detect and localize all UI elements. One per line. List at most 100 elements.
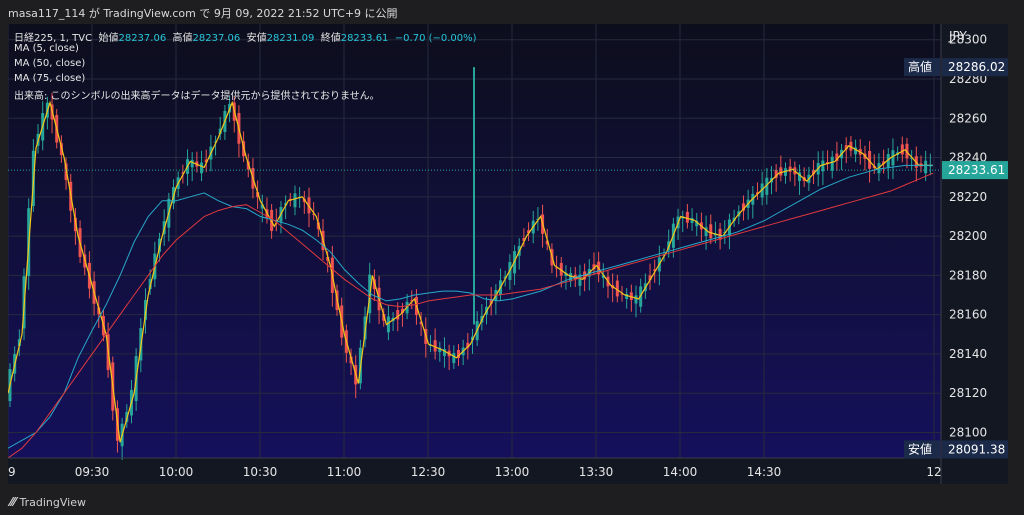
x-tick-label: 14:00: [663, 465, 698, 479]
y-tick-label: 28260: [949, 111, 987, 125]
candle-body: [620, 293, 624, 295]
candle-body: [489, 298, 493, 304]
legend-close-value: 28233.61: [340, 33, 389, 44]
chart-frame[interactable]: 28100 28120 28140 28160 28180 28200 28220 28240…: [8, 24, 1008, 484]
y-tick-label: 28160: [949, 308, 987, 322]
candle-body: [718, 228, 722, 240]
candle-body: [17, 339, 21, 347]
legend-ohlc: 日経225, 1, TVC 始値28237.06 高値28237.06 安値28…: [14, 29, 477, 44]
price-label-tag-box: [904, 58, 940, 77]
candle-body: [868, 150, 872, 169]
candle-body: [410, 300, 414, 302]
price-chart[interactable]: 28100 28120 28140 28160 28180 28200 28220 28240…: [8, 24, 1008, 484]
candle-body: [181, 172, 185, 174]
legend-ma50[interactable]: MA (50, close): [14, 58, 86, 69]
legend-high-value: 28237.06: [192, 33, 241, 44]
legend-high-label: 高値: [172, 33, 193, 44]
candle-body: [653, 269, 657, 272]
candle-body: [438, 347, 442, 352]
candle-body: [891, 150, 895, 166]
candle-body: [569, 273, 573, 282]
candle-body: [326, 257, 330, 261]
x-tick-label: 9: [8, 465, 16, 479]
candle-body: [527, 230, 531, 234]
price-axis[interactable]: 28100 28120 28140 28160 28180 28200 28220 28240…: [949, 33, 987, 440]
candle-body: [545, 240, 549, 245]
candle-body: [625, 293, 629, 299]
candle-body: [685, 211, 689, 223]
candle-body: [204, 159, 208, 163]
candle-body: [821, 160, 825, 172]
candle-body: [97, 307, 101, 315]
candle-body: [559, 262, 563, 276]
legend-ma5[interactable]: MA (5, close): [14, 43, 79, 54]
publish-info: masa117_114 が TradingView.com で 9月 09, 2…: [8, 7, 398, 20]
time-axis-background: [8, 458, 941, 484]
extreme-price-label: 28091.38 安値: [904, 440, 1008, 459]
series-line-ma75: [8, 172, 934, 459]
y-tick-label: 28240: [949, 151, 987, 165]
y-tick-label: 28120: [949, 386, 987, 400]
legend-ma75[interactable]: MA (75, close): [14, 73, 86, 84]
candle-body: [760, 183, 764, 198]
candle-body: [592, 264, 596, 270]
time-axis[interactable]: 9 09:30 10:00 10:30 11:00 12:30 13:00 13:30 14:0…: [8, 465, 942, 479]
legend-volume-note: 出来高: このシンボルの出来高データはデータ提供元から提供されておりません。: [14, 91, 380, 102]
candle-body: [396, 310, 400, 320]
candle-body: [349, 356, 353, 364]
x-tick-label: 10:00: [159, 465, 194, 479]
candle-body: [200, 162, 204, 174]
candle-body: [583, 271, 587, 280]
candle-body: [765, 177, 769, 195]
footer: ⁄⁄⁄ TradingView: [0, 488, 1024, 515]
candle-body: [924, 160, 928, 174]
candle-body: [386, 316, 390, 333]
candle-body: [634, 295, 638, 304]
candle-body: [844, 145, 848, 150]
candle-body: [148, 279, 152, 290]
x-tick-label: 12: [926, 465, 941, 479]
price-labels: 28286.02 高値 28233.61 28091.38 安値: [8, 58, 1008, 459]
candle-body: [615, 280, 619, 297]
currency-label: JPY: [948, 29, 968, 43]
x-tick-label: 12:30: [411, 465, 446, 479]
candle-body: [709, 224, 713, 239]
y-tick-label: 28220: [949, 190, 987, 204]
legend-close-label: 終値: [320, 33, 341, 44]
tradingview-logo[interactable]: ⁄⁄⁄ TradingView: [10, 495, 86, 509]
candle-body: [190, 159, 194, 168]
candle-body: [830, 156, 834, 171]
candle-body: [798, 172, 802, 182]
candle-body: [456, 349, 460, 359]
candle-body: [555, 267, 559, 269]
axis-background: [941, 24, 1008, 484]
candle-body: [812, 169, 816, 175]
candle-body: [564, 272, 568, 277]
ma-lines: [8, 100, 934, 459]
candle-body: [260, 204, 264, 209]
tradingview-icon: ⁄⁄⁄: [10, 495, 17, 509]
candle-body: [695, 220, 699, 227]
candle-body: [854, 147, 858, 155]
y-tick-label: 28100: [949, 425, 987, 439]
candle-body: [755, 192, 759, 194]
candle-body: [704, 227, 708, 237]
y-tick-label: 28300: [949, 33, 987, 47]
legend-symbol: 日経225, 1, TVC: [14, 33, 93, 44]
candle-body: [648, 275, 652, 281]
candle-body: [788, 166, 792, 172]
last-price-label: 28233.61: [942, 161, 1008, 180]
extreme-price-label: 28286.02 高値: [904, 58, 1008, 77]
x-tick-label: 11:00: [327, 465, 362, 479]
y-tick-label: 28200: [949, 229, 987, 243]
candle-body: [471, 336, 474, 341]
candle-body: [784, 168, 788, 176]
price-label-box: [942, 58, 1008, 77]
candle-body: [779, 167, 783, 176]
candle-body: [882, 161, 886, 164]
candle-body: [382, 313, 386, 321]
price-label-value: 28091.38: [948, 442, 1005, 456]
price-label-tag: 安値: [908, 441, 932, 456]
candle-body: [835, 153, 839, 161]
series-line-ma5: [8, 100, 933, 443]
